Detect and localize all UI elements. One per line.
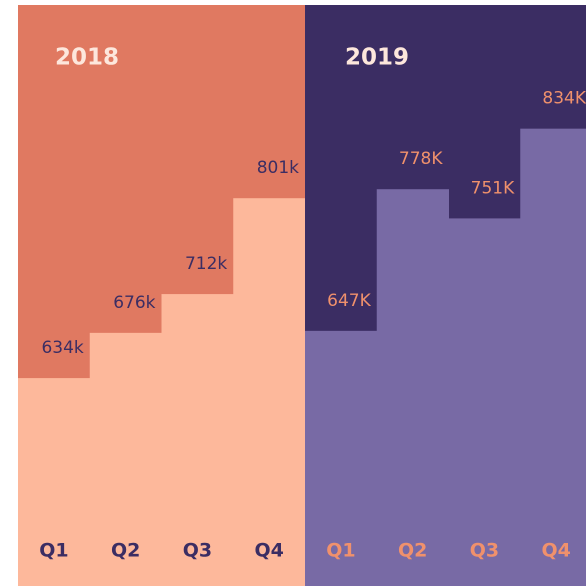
value-label: 676k [113,293,155,313]
bar [233,198,306,586]
panel-title: 2018 [55,45,119,71]
bar [89,332,162,586]
bar [448,218,521,586]
x-tick-label: Q2 [398,540,427,562]
bar [520,128,586,586]
value-label: 647K [327,291,371,311]
panel-title: 2019 [345,45,409,71]
x-tick-label: Q1 [39,540,68,562]
x-tick-label: Q1 [326,540,355,562]
x-tick-label: Q2 [111,540,140,562]
x-tick-label: Q3 [470,540,499,562]
bar [161,294,234,586]
value-label: 712k [185,254,227,274]
x-tick-label: Q4 [541,540,570,562]
value-label: 778K [399,149,443,169]
x-tick-label: Q4 [254,540,283,562]
bar [18,378,91,586]
value-label: 801k [257,158,299,178]
value-label: 751K [471,178,515,198]
bar [305,330,378,586]
value-label: 834K [542,89,586,109]
bar [376,189,449,586]
x-tick-label: Q3 [183,540,212,562]
value-label: 634k [41,338,83,358]
